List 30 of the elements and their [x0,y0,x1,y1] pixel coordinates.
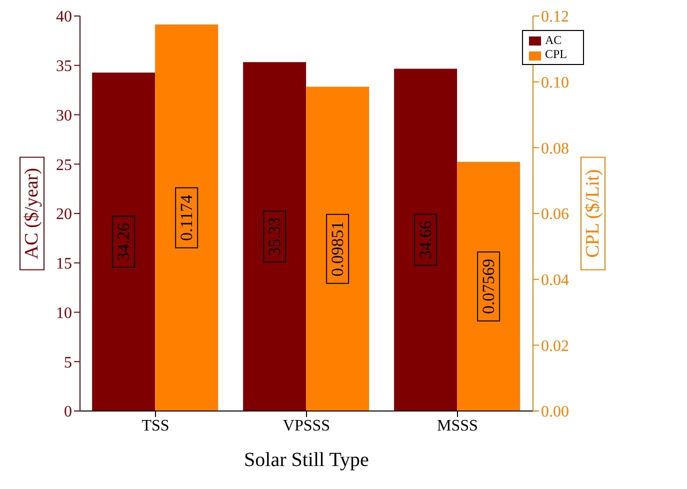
y2-tick-label: 0.12 [540,8,569,26]
y2-axis-title: CPL ($/Lit) [582,169,604,258]
y2-tick-label: 0.10 [540,74,569,92]
y2-tick-label: 0.06 [540,206,569,224]
y-tick-label: 35 [56,58,72,76]
data-label: 0.1174 [177,194,196,241]
y2-tick-label: 0.08 [540,140,569,158]
data-label: 34.66 [416,220,436,259]
data-label: 35.33 [265,217,284,256]
y-tick-label: 5 [64,354,72,372]
y-tick-label: 25 [56,156,72,174]
data-label: 34.26 [114,222,134,261]
legend-label: CPL [544,47,567,62]
legend-label: AC [544,33,562,47]
x-tick-label: VPSSS [282,417,330,434]
y-tick-label: 20 [56,206,72,224]
y-tick-label: 10 [56,304,72,322]
x-tick-label: TSS [142,417,170,434]
y-tick-label: 30 [56,107,72,124]
y-tick-label: 15 [56,256,72,273]
x-axis-title: Solar Still Type [244,449,370,471]
data-label: 0.09851 [328,221,348,276]
y2-tick-label: 0.04 [540,272,569,290]
data-label: 0.07569 [479,258,498,314]
x-tick-label: MSSS [437,417,478,434]
y-tick-label: 0 [64,404,72,421]
y2-tick-label: 0.00 [540,404,569,421]
y2-tick-label: 0.02 [540,338,569,355]
y-axis-title: AC ($/year) [22,168,42,260]
y-tick-label: 40 [56,8,72,26]
